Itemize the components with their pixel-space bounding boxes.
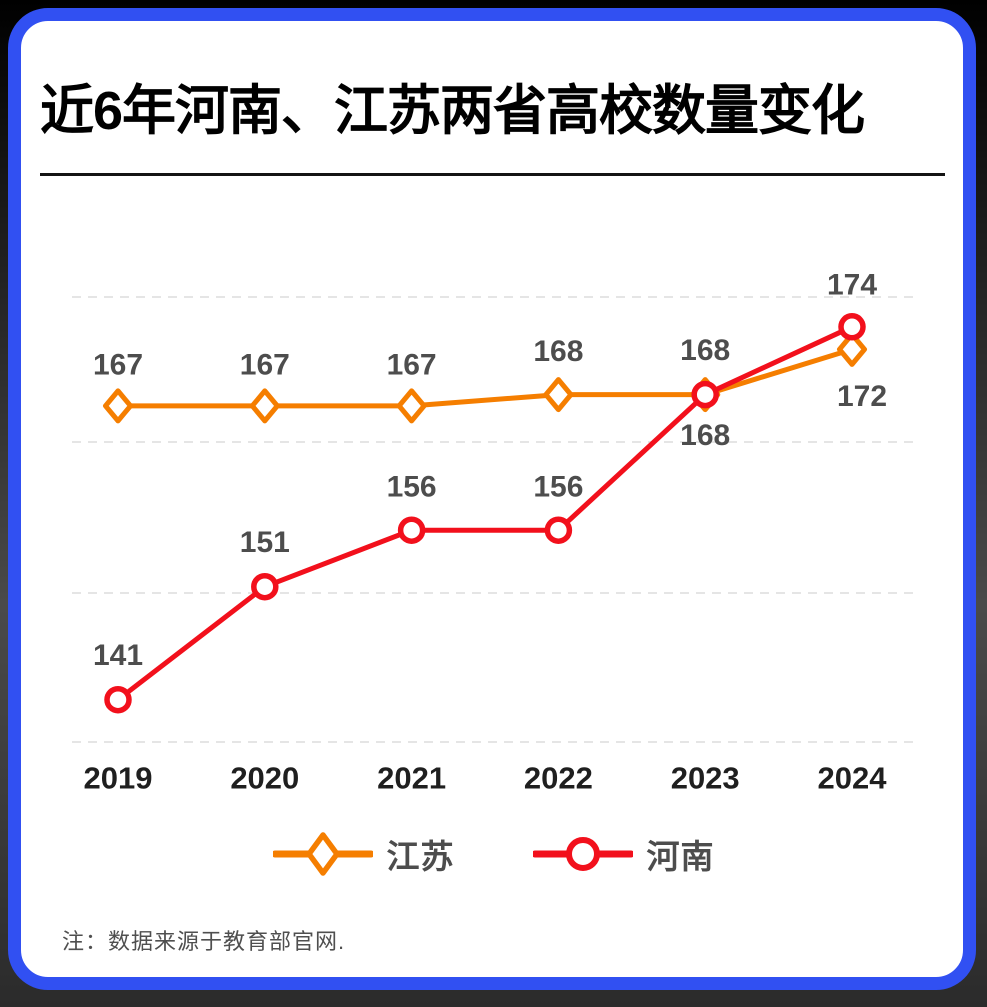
legend-label-henan: 河南 <box>646 838 715 875</box>
circle-marker <box>251 572 279 601</box>
info-card <box>8 8 976 990</box>
series-line-1 <box>115 324 855 703</box>
legend-item-jiangsu: 江苏 <box>272 830 455 878</box>
footnote: 注：数据来源于教育部官网. <box>62 929 346 954</box>
data-label: 156 <box>533 471 583 504</box>
data-label: 174 <box>827 268 877 301</box>
diamond-marker <box>103 388 133 424</box>
x-axis-label: 2024 <box>818 761 888 796</box>
line-chart: 167 167 167 168 168 172 141 151 156 156 168 174 2019… <box>0 230 987 800</box>
line-chart-svg: 167 167 167 168 168 172 141 151 156 156 168 174 2019… <box>72 268 917 796</box>
diamond-marker <box>837 331 867 367</box>
circle-marker <box>397 516 426 544</box>
data-label: 151 <box>240 526 290 559</box>
data-label: 172 <box>837 380 887 413</box>
page-title: 近6年河南、江苏两省高校数量变化 <box>40 81 865 141</box>
x-axis-label: 2019 <box>84 761 153 796</box>
series-line-0 <box>115 346 855 409</box>
x-axis-label: 2023 <box>671 761 740 796</box>
data-label: 168 <box>533 335 583 368</box>
data-label: 167 <box>93 348 143 381</box>
diamond-marker <box>543 377 574 413</box>
data-label: 141 <box>93 639 143 672</box>
circle-marker <box>544 516 573 544</box>
data-label: 167 <box>240 348 290 381</box>
circle-marker <box>691 380 719 409</box>
data-label: 168 <box>680 419 730 452</box>
legend-item-henan: 河南 <box>532 830 715 878</box>
data-label: 168 <box>680 334 730 367</box>
x-axis-label: 2020 <box>230 761 299 796</box>
x-axis-label: 2021 <box>377 761 446 796</box>
legend-label-jiangsu: 江苏 <box>386 838 455 875</box>
circle-marker <box>838 313 866 341</box>
diamond-marker <box>396 388 427 424</box>
x-axis-label: 2022 <box>524 761 593 796</box>
legend: 江苏 河南 <box>0 830 987 878</box>
henan-circle-marker-icon <box>532 837 633 871</box>
diamond-marker <box>249 388 280 424</box>
data-label: 156 <box>387 471 437 504</box>
circle-marker <box>104 685 132 714</box>
jiangsu-diamond-marker-icon <box>272 832 373 876</box>
title-underline <box>40 173 945 176</box>
data-label: 167 <box>387 348 437 381</box>
